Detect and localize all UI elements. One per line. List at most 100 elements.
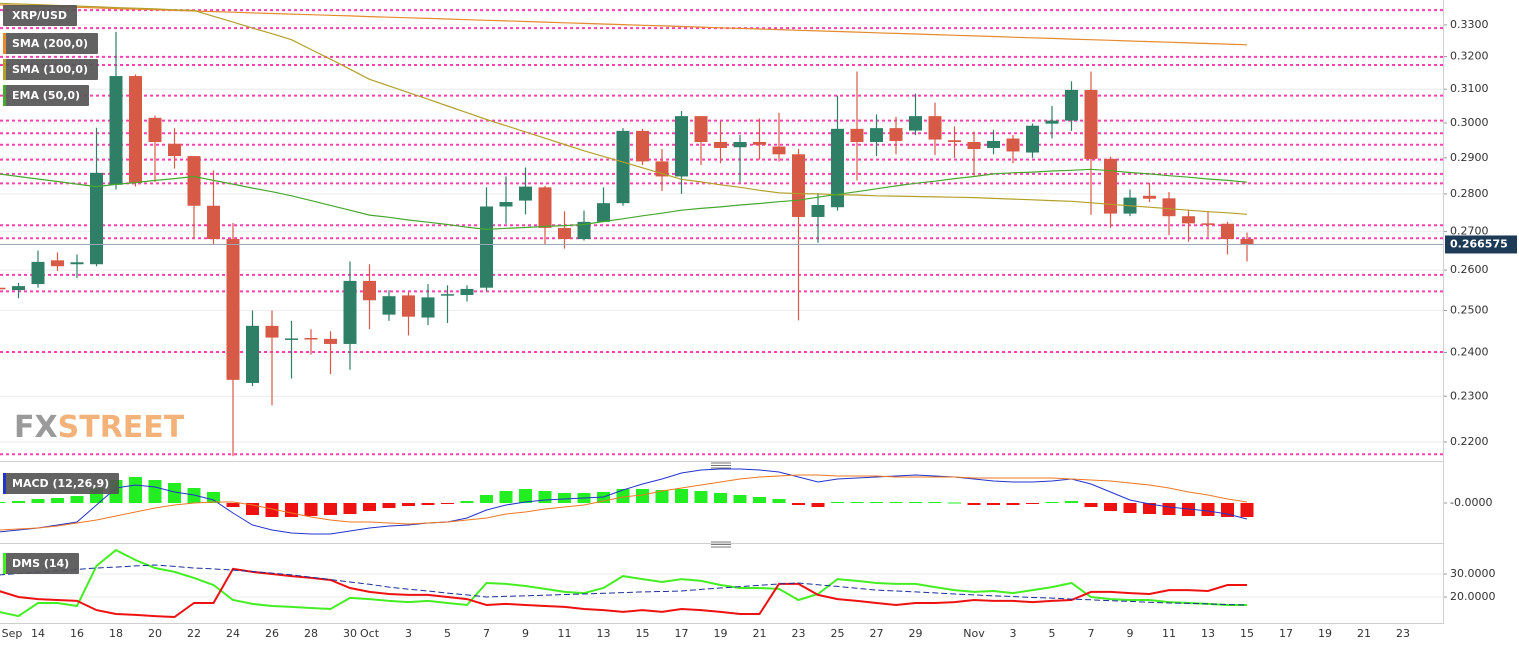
candle-body — [1026, 125, 1039, 153]
x-tick-label: 13 — [597, 627, 611, 640]
histogram-bar — [12, 501, 25, 503]
candle-body — [928, 116, 942, 140]
x-tick-label: Sep — [2, 627, 23, 640]
histogram-bar — [1026, 503, 1039, 504]
histogram-bar — [616, 489, 630, 503]
histogram-bar — [480, 495, 493, 503]
x-tick-label: 15 — [636, 627, 650, 640]
candle-body — [753, 142, 766, 145]
candle-body — [109, 76, 123, 185]
candle-body — [148, 117, 162, 143]
candle-body — [499, 202, 513, 207]
histogram-bar — [694, 491, 708, 503]
y-tick-label: 30.0000 — [1450, 567, 1496, 580]
x-tick-label: 27 — [870, 627, 884, 640]
histogram-bar — [51, 498, 64, 503]
candle-body — [675, 116, 688, 177]
legend-swatch — [3, 553, 6, 574]
candle-body — [694, 116, 708, 143]
x-tick-label: 9 — [1127, 627, 1134, 640]
candle-body — [51, 260, 64, 267]
y-tick-label: 0.2400 — [1450, 345, 1489, 358]
x-tick-label: 14 — [31, 627, 45, 640]
candle-body — [70, 262, 84, 265]
candle-body — [1104, 158, 1117, 214]
histogram-bar — [655, 490, 669, 503]
candle-body — [616, 130, 630, 204]
x-tick-label: 15 — [1240, 627, 1254, 640]
candle-body — [1084, 89, 1098, 159]
watermark: FXSTREET — [14, 410, 185, 445]
legend-label: SMA (200,0) — [12, 37, 88, 50]
x-tick-label: 5 — [1049, 627, 1056, 640]
histogram-bar — [1084, 503, 1098, 507]
histogram-bar — [226, 503, 240, 507]
candle-body — [831, 128, 844, 208]
histogram-bar — [31, 499, 45, 503]
legend-box-bg — [3, 5, 77, 26]
x-tick-label: 23 — [792, 627, 806, 640]
histogram-bar — [538, 491, 552, 503]
y-tick-label: 0.3200 — [1450, 50, 1489, 63]
candle-body — [1065, 89, 1078, 121]
histogram-bar — [772, 499, 786, 503]
legend-box-bg — [3, 473, 119, 494]
indicator-line — [0, 548, 1247, 618]
last-price-box — [1445, 235, 1517, 254]
histogram-bar — [1006, 503, 1020, 505]
histogram-bar — [441, 503, 454, 504]
last-price-label: 0.266575 — [1450, 237, 1508, 250]
resize-grip[interactable] — [711, 462, 731, 469]
y-tick-label: 20.0000 — [1450, 590, 1496, 603]
x-tick-label: 26 — [265, 627, 279, 640]
y-tick-label: 0.3300 — [1450, 18, 1489, 31]
x-tick-label: 19 — [714, 627, 728, 640]
histogram-bar — [1045, 502, 1059, 503]
y-tick-label: 0.2700 — [1450, 224, 1489, 237]
candle-body — [636, 130, 649, 162]
candle-body — [12, 286, 25, 291]
x-tick-label: Oct — [360, 627, 380, 640]
x-tick-label: 21 — [753, 627, 767, 640]
histogram-bar — [714, 493, 727, 503]
indicator-line — [0, 564, 1248, 606]
legend-box: SMA (100,0) — [3, 59, 98, 80]
histogram-bar — [733, 495, 747, 503]
histogram-bar — [753, 497, 766, 503]
legend-box: DMS (14) — [3, 553, 79, 574]
histogram-bar — [1065, 501, 1078, 503]
x-tick-label: 16 — [70, 627, 84, 640]
candle-body — [772, 146, 786, 155]
candle-body — [207, 205, 220, 239]
histogram-bar — [343, 503, 357, 514]
legend-swatch — [3, 59, 6, 80]
histogram-bar — [324, 503, 337, 515]
y-tick-label: 0.2500 — [1450, 303, 1489, 316]
candle-body — [187, 156, 201, 206]
histogram-bar — [1162, 503, 1176, 515]
resize-grip[interactable] — [711, 541, 731, 548]
candle-body — [363, 280, 376, 301]
candle-body — [909, 116, 922, 131]
histogram-bar — [0, 502, 6, 503]
labels-layer: 0.2200 0.2300 0.2400 0.2500 0.2600 0.2700 0.28… — [2, 5, 1517, 640]
x-tick-label: 22 — [187, 627, 201, 640]
histogram-bar — [168, 483, 181, 503]
candle-body — [811, 205, 825, 217]
candle-body — [31, 261, 45, 285]
y-tick-label: 0.2900 — [1450, 151, 1489, 164]
x-tick-label: 7 — [1088, 627, 1095, 640]
candle-body — [967, 142, 981, 150]
histogram-bar — [850, 502, 864, 503]
candle-body — [304, 338, 318, 340]
watermark-suffix: STREET — [58, 410, 185, 445]
candle-body — [1006, 138, 1020, 152]
legend-box-bg — [3, 553, 79, 574]
candle-body — [538, 187, 552, 228]
histogram-bar — [129, 477, 142, 503]
candle-body — [441, 294, 454, 296]
indicator-line — [0, 567, 1247, 619]
x-tick-label: 25 — [831, 627, 845, 640]
x-tick-label: 17 — [675, 627, 689, 640]
